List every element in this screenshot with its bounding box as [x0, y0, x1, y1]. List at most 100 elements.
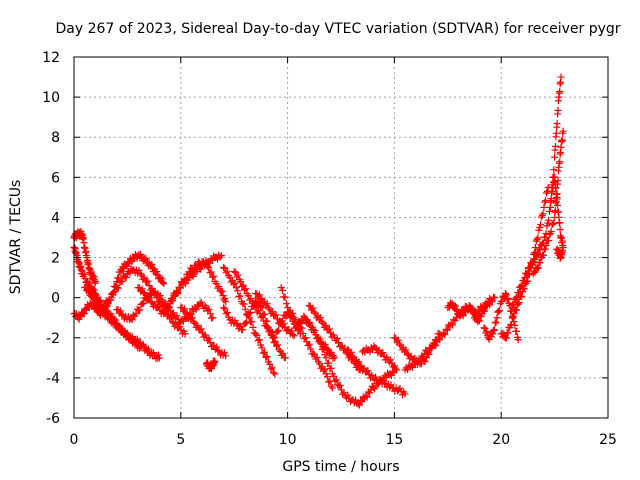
data-point [355, 401, 363, 409]
data-point [558, 136, 566, 144]
data-point [80, 270, 88, 278]
data-point [322, 321, 330, 329]
data-point [193, 268, 201, 276]
data-point [273, 327, 281, 335]
data-point [447, 320, 455, 328]
data-point [220, 264, 228, 272]
data-point [321, 365, 329, 373]
data-point [257, 313, 265, 321]
data-point [214, 347, 222, 355]
data-point [155, 302, 163, 310]
y-axis-title: SDTVAR / TECUs [8, 180, 24, 295]
data-point [327, 348, 335, 356]
data-point [236, 292, 244, 300]
data-point [321, 351, 329, 359]
data-point [188, 314, 196, 322]
data-point [502, 291, 510, 299]
data-point [475, 317, 483, 325]
data-point [325, 325, 333, 333]
data-point [379, 349, 387, 357]
data-point [251, 299, 259, 307]
data-point [432, 341, 440, 349]
data-point [153, 268, 161, 276]
data-point [492, 318, 500, 326]
data-point [281, 293, 289, 301]
data-point [181, 280, 189, 288]
data-point [265, 328, 273, 336]
data-point [240, 300, 248, 308]
data-point [80, 310, 88, 318]
data-point [231, 317, 239, 325]
data-point [513, 327, 521, 335]
data-point [327, 382, 335, 390]
data-point [556, 219, 564, 227]
data-point [554, 201, 562, 209]
data-point [521, 274, 529, 282]
data-point [316, 314, 324, 322]
data-point [554, 106, 562, 114]
data-point [98, 304, 106, 312]
data-point [263, 300, 271, 308]
data-point [210, 272, 218, 280]
data-point [340, 389, 348, 397]
data-point [495, 307, 503, 315]
data-point [387, 356, 395, 364]
data-point [394, 336, 402, 344]
data-point [275, 346, 283, 354]
data-point [282, 300, 290, 308]
data-point [118, 277, 126, 285]
data-point [545, 231, 553, 239]
data-point [158, 275, 166, 283]
data-point [173, 312, 181, 320]
data-point [260, 317, 268, 325]
data-point [160, 310, 168, 318]
data-point [221, 305, 229, 313]
data-point [161, 309, 169, 317]
data-point [246, 309, 254, 317]
data-point [331, 377, 339, 385]
data-point [515, 289, 523, 297]
data-point [122, 274, 130, 282]
data-point [331, 354, 339, 362]
data-point [323, 373, 331, 381]
data-point [533, 251, 541, 259]
data-point [325, 378, 333, 386]
y-tick-label: 8 [51, 130, 60, 146]
data-point [510, 310, 518, 318]
data-point [90, 295, 98, 303]
data-point [270, 369, 278, 377]
data-point [156, 292, 164, 300]
data-point [111, 288, 119, 296]
data-point [531, 244, 539, 252]
data-point [239, 281, 247, 289]
data-point [363, 393, 371, 401]
data-point [139, 288, 147, 296]
data-point [271, 337, 279, 345]
data-point [548, 221, 556, 229]
data-point [541, 198, 549, 206]
data-point [268, 307, 276, 315]
data-point [243, 319, 251, 327]
data-point [542, 242, 550, 250]
data-point [149, 264, 157, 272]
data-point [217, 252, 225, 260]
data-point [209, 314, 217, 322]
data-point [118, 311, 126, 319]
data-point [193, 321, 201, 329]
data-point [241, 305, 249, 313]
data-point [474, 318, 482, 326]
data-point [181, 305, 189, 313]
data-point [402, 346, 410, 354]
data-point [91, 286, 99, 294]
data-point [539, 251, 547, 259]
y-tick-label: -6 [46, 411, 60, 427]
data-point [509, 314, 517, 322]
data-point [490, 327, 498, 335]
data-point [262, 322, 270, 330]
data-point [205, 264, 213, 272]
data-point [268, 364, 276, 372]
data-point [553, 120, 561, 128]
data-point [116, 322, 124, 330]
data-point [208, 273, 216, 281]
data-point [253, 331, 261, 339]
